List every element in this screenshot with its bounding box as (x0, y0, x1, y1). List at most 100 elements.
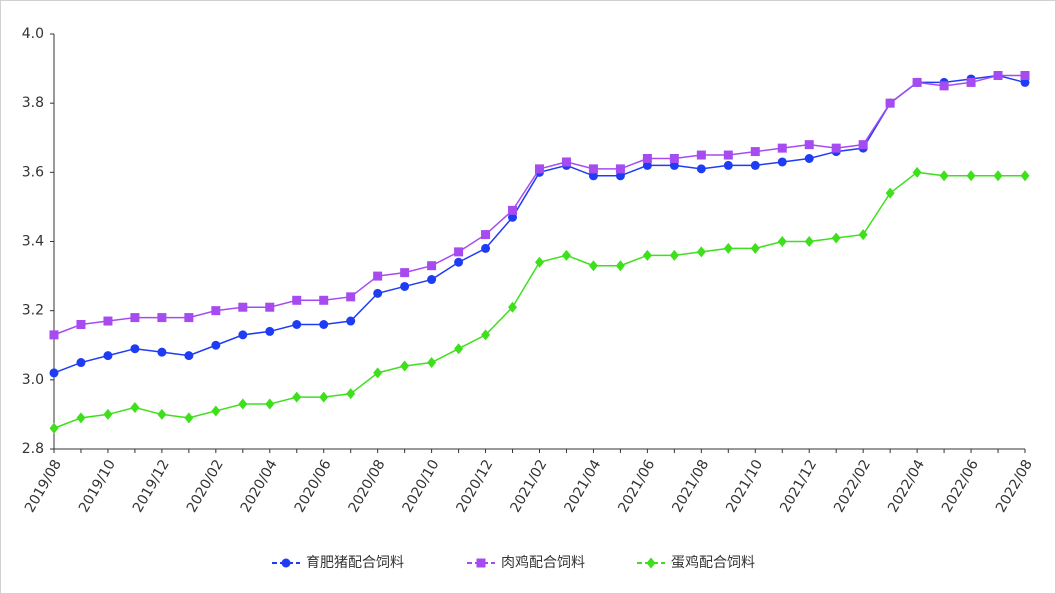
data-point (993, 71, 1003, 80)
data-point (588, 260, 598, 272)
data-point (777, 143, 787, 153)
data-point (346, 292, 356, 302)
data-point (642, 249, 652, 261)
data-point (427, 275, 437, 285)
legend-label: 育肥猪配合饲料 (306, 555, 404, 571)
data-point (696, 246, 706, 258)
data-point (508, 205, 518, 215)
data-point (292, 391, 302, 403)
data-point (885, 98, 895, 108)
data-point (750, 242, 760, 254)
data-point (966, 77, 976, 87)
data-point (508, 212, 518, 222)
legend-marker (281, 558, 291, 568)
data-point (535, 164, 544, 174)
data-point (777, 236, 787, 247)
y-tick-label: 4.0 (22, 26, 44, 42)
data-point (292, 295, 302, 305)
data-point (993, 170, 1003, 182)
data-point (615, 164, 625, 174)
data-point (346, 316, 356, 326)
data-point (454, 343, 464, 355)
data-point (723, 150, 733, 160)
data-point (750, 147, 760, 157)
data-point (400, 268, 410, 278)
data-point (1020, 71, 1030, 80)
data-point (184, 351, 194, 361)
data-point (939, 170, 949, 182)
data-point (373, 367, 383, 379)
data-point (1020, 77, 1030, 87)
data-point (103, 316, 113, 326)
data-point (319, 391, 329, 403)
data-point (211, 405, 221, 417)
data-point (454, 257, 464, 267)
data-point (373, 271, 383, 281)
data-point (615, 260, 625, 272)
y-tick-label: 2.8 (22, 441, 44, 457)
data-point (858, 140, 868, 150)
legend-marker (476, 558, 486, 568)
data-point (588, 164, 598, 174)
data-point (238, 330, 248, 340)
y-tick-label: 3.2 (22, 303, 44, 319)
y-tick-label: 3.6 (22, 164, 44, 180)
data-point (319, 320, 329, 329)
data-point (157, 408, 167, 420)
data-point (265, 302, 275, 312)
legend-marker (646, 557, 656, 569)
data-point (804, 236, 814, 247)
y-tick-label: 3.0 (22, 372, 44, 388)
data-point (912, 166, 922, 178)
data-point (373, 288, 383, 298)
y-tick-label: 3.8 (22, 95, 44, 111)
data-point (723, 242, 733, 254)
data-point (588, 171, 598, 181)
data-point (76, 320, 86, 329)
data-point (238, 398, 248, 410)
data-point (427, 261, 437, 271)
y-tick-label: 3.4 (22, 234, 44, 250)
data-point (642, 154, 652, 163)
data-point (103, 351, 113, 361)
data-point (939, 81, 949, 91)
data-point (49, 368, 59, 378)
data-point (696, 164, 706, 174)
data-point (319, 295, 329, 305)
data-point (669, 154, 679, 163)
data-point (615, 171, 625, 181)
data-point (723, 160, 733, 170)
data-point (211, 306, 221, 316)
data-point (885, 187, 895, 199)
data-point (211, 340, 221, 350)
data-point (481, 243, 491, 253)
data-point (157, 313, 167, 323)
data-point (561, 157, 571, 167)
data-point (103, 408, 113, 420)
data-point (454, 247, 464, 257)
legend-label: 肉鸡配合饲料 (501, 554, 585, 571)
data-point (157, 347, 167, 357)
data-point (265, 398, 275, 410)
data-point (777, 157, 787, 167)
data-point (400, 360, 410, 372)
data-point (130, 344, 140, 354)
data-point (292, 320, 302, 329)
data-point (804, 140, 814, 150)
data-point (49, 422, 59, 434)
data-point (831, 232, 841, 244)
data-point (265, 326, 275, 336)
data-point (184, 412, 194, 424)
data-point (1020, 170, 1030, 182)
data-point (238, 302, 248, 312)
data-point (508, 301, 518, 313)
data-point (76, 412, 86, 424)
data-point (346, 388, 356, 400)
data-point (130, 313, 140, 323)
data-point (427, 357, 437, 369)
data-point (750, 160, 760, 170)
legend-label: 蛋鸡配合饲料 (671, 554, 755, 571)
data-point (669, 160, 679, 170)
